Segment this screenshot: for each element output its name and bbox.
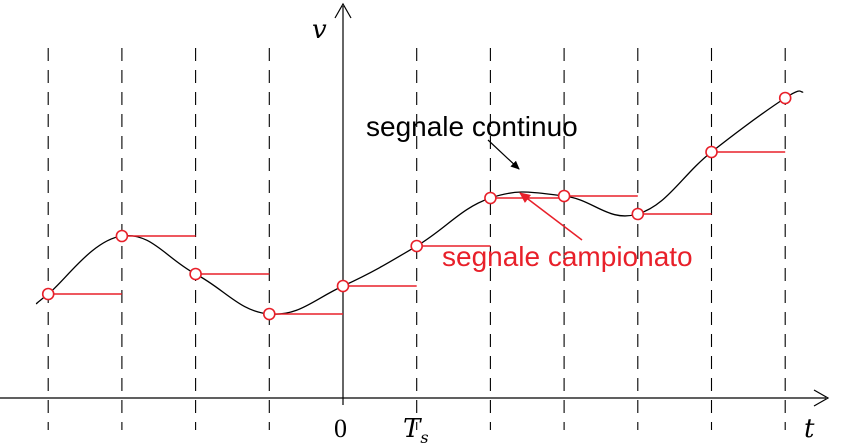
sample-point <box>189 267 202 281</box>
sampling-period-subscript: s <box>420 428 428 443</box>
time-axis-label: t <box>804 414 815 443</box>
sample-point <box>410 239 424 253</box>
continuous-label-arrow <box>487 139 520 170</box>
sample-points <box>41 91 792 321</box>
sample-point <box>705 145 718 159</box>
sampling-period-label: Ts <box>403 414 429 443</box>
sample-point <box>484 191 497 205</box>
sampled-label-arrow <box>519 192 583 241</box>
sample-point <box>41 287 55 301</box>
sampled-signal-holds <box>48 151 786 315</box>
sample-point <box>557 189 571 203</box>
sample-point <box>336 279 350 293</box>
sample-point <box>778 91 792 105</box>
sample-point <box>631 207 645 221</box>
sampled-signal-label: segnale campionato <box>442 241 693 272</box>
sample-gridlines <box>47 48 786 430</box>
sample-point <box>262 307 276 321</box>
sampling-period-symbol: T <box>403 414 422 443</box>
origin-label: 0 <box>334 414 347 443</box>
continuous-signal-label: segnale continuo <box>366 111 578 142</box>
time-axis-arrowhead <box>813 389 830 407</box>
value-axis-arrowhead <box>334 2 352 19</box>
value-axis-label: v <box>312 15 327 45</box>
sample-point <box>115 229 129 243</box>
